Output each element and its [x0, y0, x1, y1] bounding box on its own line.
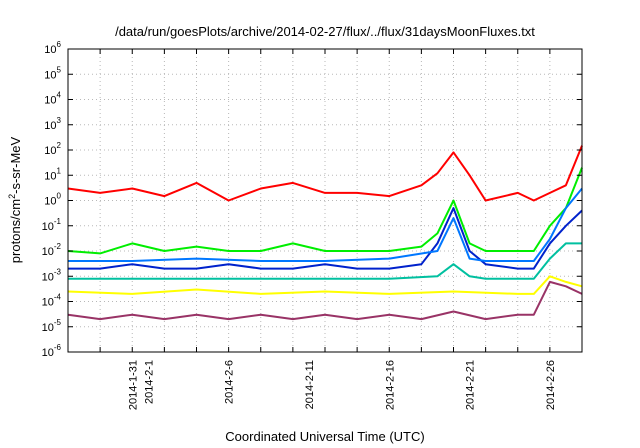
- y-tick-base: 10: [42, 221, 54, 233]
- y-tick-label: 102: [44, 141, 61, 157]
- y-tick-exponent: -2: [54, 242, 62, 251]
- y-tick-label: 105: [44, 65, 61, 81]
- chart-title: /data/run/goesPlots/archive/2014-02-27/f…: [115, 24, 535, 39]
- x-tick-label: 2014-2-11: [304, 360, 316, 409]
- x-axis-label: Coordinated Universal Time (UTC): [225, 429, 424, 444]
- x-tick-label: 2014-2-6: [224, 360, 236, 404]
- y-tick-base: 10: [42, 246, 54, 258]
- y-tick-base: 10: [44, 120, 56, 132]
- x-axis-ticks: 2014-1-31 2014-2-1 2014-2-6 2014-2-11 2014-2…: [99, 49, 557, 410]
- y-tick-base: 10: [44, 69, 56, 81]
- y-tick-exponent: -6: [54, 343, 62, 352]
- y-tick-exponent: -5: [54, 318, 62, 327]
- y-tick-base: 10: [42, 322, 54, 334]
- y-tick-exponent: 1: [57, 166, 62, 175]
- x-tick-label: 2014-2-1: [143, 360, 155, 404]
- y-tick-label: 104: [44, 91, 61, 107]
- y-tick-label: 10-3: [42, 267, 62, 283]
- y-tick-base: 10: [44, 196, 56, 208]
- series-line: [68, 242, 582, 280]
- y-tick-base: 10: [44, 145, 56, 157]
- y-tick-exponent: -3: [54, 267, 62, 276]
- y-tick-label: 10-6: [42, 343, 62, 359]
- series-line: [68, 207, 583, 270]
- y-tick-exponent: 5: [57, 65, 62, 74]
- y-tick-base: 10: [44, 44, 56, 56]
- y-tick-label: 10-5: [42, 318, 62, 334]
- y-tick-label: 10-2: [42, 242, 62, 258]
- series-line: [67, 275, 583, 295]
- series-line: [67, 145, 583, 202]
- series-line: [68, 187, 583, 262]
- plot-frame: [67, 48, 583, 353]
- y-tick-base: 10: [42, 297, 54, 309]
- x-tick-label: 2014-1-31: [127, 360, 139, 410]
- y-axis-label: protons/cm2-s-sr-MeV: [7, 136, 23, 263]
- y-tick-exponent: -4: [54, 293, 62, 302]
- y-tick-base: 10: [42, 347, 54, 359]
- y-tick-exponent: 6: [57, 40, 62, 49]
- series-line: [67, 280, 583, 321]
- y-axis-ticks: 10-610-510-410-310-210-11001011021031041…: [42, 40, 582, 359]
- y-tick-exponent: -1: [54, 217, 62, 226]
- y-tick-label: 103: [44, 116, 61, 132]
- x-tick-label: 2014-2-21: [465, 360, 477, 410]
- series-line: [67, 167, 583, 255]
- y-tick-label: 10-1: [42, 217, 62, 233]
- y-tick-base: 10: [42, 271, 54, 283]
- data-series: [67, 145, 583, 321]
- y-axis-label-tail: -s-sr-MeV: [8, 136, 23, 193]
- y-tick-label: 101: [44, 166, 61, 182]
- y-tick-base: 10: [44, 95, 56, 107]
- y-tick-exponent: 0: [57, 192, 62, 201]
- grid-lines: [68, 49, 582, 352]
- y-axis-label-sup: 2: [7, 194, 17, 199]
- y-tick-exponent: 4: [57, 91, 62, 100]
- y-tick-label: 100: [44, 192, 61, 208]
- y-tick-label: 106: [44, 40, 61, 56]
- y-tick-exponent: 3: [57, 116, 62, 125]
- x-tick-label: 2014-2-16: [384, 360, 396, 410]
- y-tick-base: 10: [44, 170, 56, 182]
- y-tick-exponent: 2: [57, 141, 62, 150]
- y-axis-label-main: protons/cm: [8, 199, 23, 263]
- x-tick-label: 2014-2-26: [545, 360, 557, 410]
- y-tick-label: 10-4: [42, 293, 62, 309]
